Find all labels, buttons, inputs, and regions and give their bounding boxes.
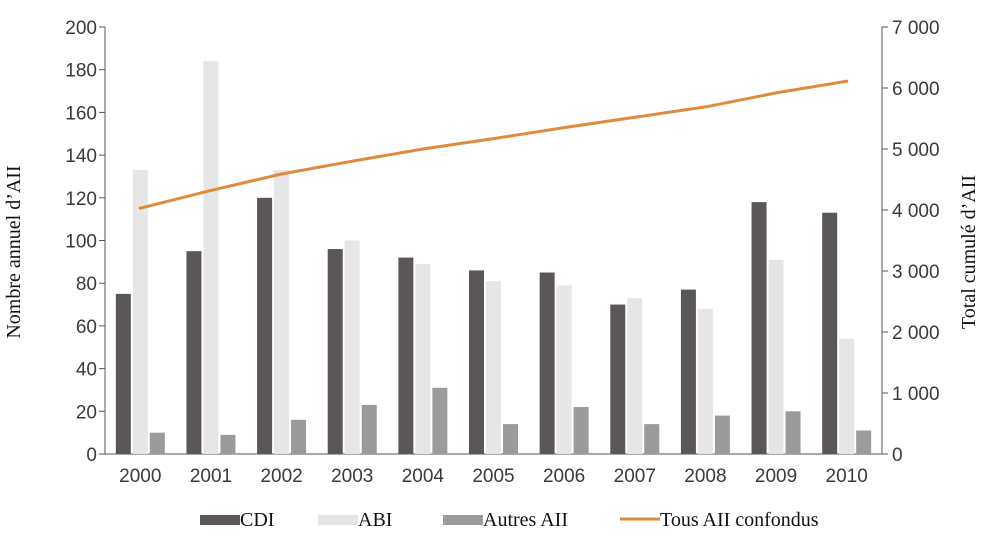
point-tous-aii-confondus: [421, 147, 425, 151]
bar-autres-aii: [785, 411, 801, 454]
bar-cdi: [610, 304, 626, 454]
legend-swatch: [318, 515, 358, 525]
right-tick-label: 3 000: [892, 262, 940, 283]
x-tick-label: 2008: [684, 466, 726, 487]
x-tick-label: 2002: [260, 466, 302, 487]
right-tick-label: 7 000: [892, 18, 940, 39]
bar-cdi: [680, 289, 696, 454]
bar-cdi: [751, 202, 767, 454]
bar-abi: [627, 298, 643, 454]
point-tous-aii-confondus: [209, 188, 213, 192]
point-tous-aii-confondus: [492, 137, 495, 141]
bar-abi: [274, 170, 290, 455]
legend-label: ABI: [358, 509, 392, 531]
right-tick-label: 4 000: [892, 201, 940, 222]
bar-autres-aii: [714, 415, 730, 454]
legend-swatch: [200, 515, 240, 525]
bar-autres-aii: [644, 424, 660, 454]
bar-abi: [697, 308, 713, 454]
left-tick-label: 60: [76, 317, 97, 338]
bar-abi: [203, 61, 219, 454]
x-tick-label: 2001: [190, 466, 232, 487]
bar-cdi: [398, 257, 414, 454]
bar-cdi: [327, 249, 343, 454]
line-series: [138, 79, 849, 210]
bar-abi: [839, 338, 855, 454]
legend-swatch: [443, 515, 483, 525]
bar-autres-aii: [361, 404, 377, 454]
x-tick-label: 2005: [472, 466, 514, 487]
x-tick-label: 2009: [755, 466, 797, 487]
bar-cdi: [822, 212, 838, 454]
point-tous-aii-confondus: [138, 206, 142, 210]
right-axis: 0 1 000 2 000 3 000 4 000 5 000 6 000 7 000: [881, 18, 940, 466]
point-tous-aii-confondus: [633, 115, 637, 119]
point-tous-aii-confondus: [845, 79, 849, 83]
bar-cdi: [469, 270, 484, 454]
point-tous-aii-confondus: [350, 159, 354, 163]
left-tick-label: 0: [86, 445, 97, 466]
bar-abi: [344, 240, 360, 454]
left-tick-label: 20: [76, 402, 97, 423]
legend-label: Autres AII: [483, 509, 568, 531]
bar-abi: [132, 170, 148, 455]
x-tick-label: 2006: [543, 466, 585, 487]
bar-autres-aii: [220, 434, 236, 454]
left-tick-label: 100: [65, 232, 97, 253]
x-tick-label: 2007: [614, 466, 656, 487]
left-tick-label: 80: [76, 274, 97, 295]
right-axis-title: Total cumulé d’AII: [958, 175, 980, 329]
right-tick-label: 0: [892, 445, 903, 466]
left-tick-label: 140: [65, 146, 97, 167]
left-axis: 0 20 40 60 80 100 120 140 160 180 200: [65, 18, 106, 466]
left-tick-label: 180: [65, 61, 97, 82]
x-tick-label: 2010: [826, 466, 868, 487]
left-axis-title: Nombre annuel d’AII: [3, 165, 25, 338]
right-tick-label: 6 000: [892, 79, 940, 100]
legend: CDI ABI Autres AII Tous AII confondus: [200, 509, 819, 531]
left-tick-label: 40: [76, 360, 97, 381]
legend-label: Tous AII confondus: [660, 509, 819, 531]
point-tous-aii-confondus: [774, 91, 778, 95]
right-tick-label: 5 000: [892, 140, 940, 161]
point-tous-aii-confondus: [280, 172, 284, 176]
bar-cdi: [115, 293, 131, 454]
bars: [115, 61, 872, 455]
bar-cdi: [186, 251, 202, 454]
bar-autres-aii: [432, 387, 448, 454]
x-tick-label: 2004: [402, 466, 445, 487]
bar-autres-aii: [573, 407, 589, 454]
point-tous-aii-confondus: [703, 105, 707, 109]
bar-abi: [415, 263, 431, 454]
left-tick-label: 160: [65, 103, 97, 124]
right-tick-label: 1 000: [892, 384, 940, 405]
bar-abi: [768, 259, 784, 454]
bar-cdi: [257, 197, 273, 455]
bar-autres-aii: [503, 424, 518, 454]
point-tous-aii-confondus: [562, 126, 566, 130]
x-axis: 2000 2001 2002 2003 2004 2005 2006 2007 2008 2009…: [105, 453, 882, 487]
bar-abi: [556, 285, 572, 454]
bar-cdi: [539, 272, 555, 454]
right-tick-label: 2 000: [892, 323, 940, 344]
x-tick-label: 2000: [119, 466, 161, 487]
bar-abi: [486, 281, 501, 454]
left-tick-label: 120: [65, 189, 97, 210]
bar-autres-aii: [856, 430, 872, 454]
legend-label: CDI: [240, 509, 274, 531]
bar-autres-aii: [291, 419, 307, 454]
x-tick-label: 2003: [331, 466, 373, 487]
left-tick-label: 200: [65, 18, 97, 39]
line-tous-aii-confondus: [138, 79, 849, 210]
bar-autres-aii: [149, 432, 165, 454]
